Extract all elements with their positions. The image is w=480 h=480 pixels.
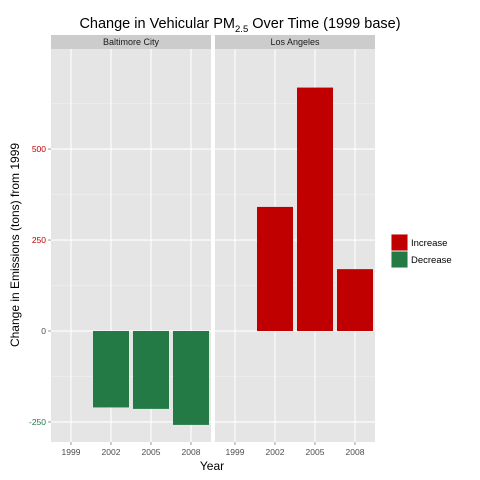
bar-2008 [173,331,209,425]
x-tick-label: 1999 [62,447,81,457]
strip-label: Los Angeles [270,37,320,47]
x-tick-label: 1999 [226,447,245,457]
y-axis-title: Change in Emissions (tons) from 1999 [8,143,22,347]
y-tick-label: -250 [29,417,46,427]
x-axis-title: Year [200,459,224,473]
bar-2005 [297,87,333,332]
x-tick-label: 2005 [306,447,325,457]
title-main: Change in Vehicular PM [79,16,235,32]
legend-label-increase: Increase [411,238,447,249]
panel-background [215,49,375,442]
y-tick-label: 250 [32,235,46,245]
title-tail: Over Time (1999 base) [248,16,400,32]
x-tick-label: 2008 [346,447,365,457]
y-axis: -250 0 250 500 [29,144,51,427]
title-subscript: 2.5 [235,24,248,35]
strip-background [51,35,211,49]
y-tick-label: 0 [41,326,46,336]
x-tick-label: 2008 [182,447,201,457]
strip-label: Baltimore City [103,37,160,47]
y-tick-label: 500 [32,144,46,154]
legend-key-increase [391,234,408,251]
x-tick-label: 2002 [102,447,121,457]
panel-1: Los Angeles 1999 2002 2005 2008 [215,35,375,457]
strip-background [215,35,375,49]
x-tick-label: 2005 [142,447,161,457]
bar-2008 [337,269,373,332]
chart-title: Change in Vehicular PM2.5 Over Time (199… [79,16,400,35]
bar-2002 [93,331,129,408]
bar-2005 [133,331,169,409]
legend-key-decrease [391,251,408,268]
x-tick-label: 2002 [266,447,285,457]
legend: Increase Decrease [391,234,452,268]
panel-0: Baltimore City 1999 2002 2005 2008 [51,35,211,457]
legend-label-decrease: Decrease [411,255,452,266]
bar-2002 [257,206,293,332]
